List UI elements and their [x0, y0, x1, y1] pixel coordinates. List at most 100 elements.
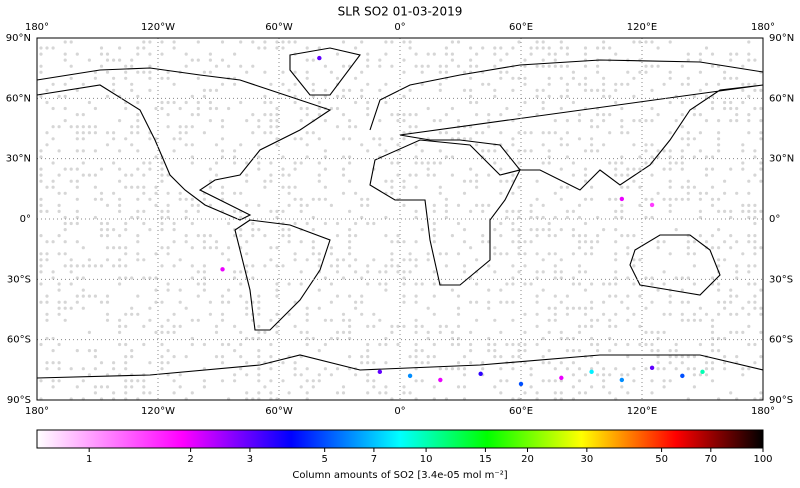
observation-dot	[93, 215, 97, 220]
observation-dot	[583, 234, 588, 238]
observation-dot	[414, 215, 418, 220]
observation-dot	[487, 342, 491, 347]
observation-dot	[366, 64, 370, 68]
observation-dot	[269, 173, 273, 177]
observation-dot	[710, 342, 715, 347]
observation-dot	[438, 88, 442, 92]
observation-dot	[281, 264, 285, 268]
observation-dot	[680, 161, 684, 165]
observation-dot	[590, 197, 594, 201]
observation-dot	[57, 203, 61, 207]
observation-dot	[759, 209, 763, 213]
observation-dot	[293, 373, 297, 377]
observation-dot	[571, 361, 576, 365]
observation-dot	[656, 149, 660, 153]
observation-dot	[178, 373, 182, 377]
observation-dot	[341, 94, 346, 98]
observation-dot	[414, 125, 418, 129]
observation-dot	[396, 324, 400, 328]
observation-dot	[698, 131, 703, 135]
observation-dot	[577, 119, 582, 123]
observation-dot	[620, 131, 624, 135]
observation-dot	[57, 173, 61, 177]
observation-dot	[729, 391, 733, 395]
observation-dot	[668, 131, 672, 135]
observation-dot	[590, 385, 594, 389]
observation-dot	[462, 270, 467, 274]
observation-dot	[475, 113, 479, 117]
observation-dot	[39, 64, 43, 68]
observation-dot	[293, 70, 297, 74]
observation-dot	[565, 46, 570, 50]
observation-dot	[75, 221, 79, 226]
observation-dot	[275, 294, 279, 298]
observation-dot	[717, 82, 721, 86]
lon-label: 180°	[25, 22, 49, 33]
observation-dot	[208, 70, 212, 74]
observation-dot	[571, 100, 576, 105]
observation-dot	[190, 58, 194, 62]
observation-dot	[105, 203, 110, 207]
observation-dot	[650, 155, 654, 159]
observation-dot	[118, 258, 122, 262]
observation-dot	[590, 342, 594, 347]
observation-dot	[208, 203, 212, 207]
observation-dot	[608, 161, 612, 165]
observation-dot	[366, 355, 370, 359]
observation-dot	[202, 342, 206, 347]
observation-dot	[493, 46, 497, 50]
observation-dot	[547, 361, 551, 365]
observation-dot	[348, 179, 352, 183]
observation-dot	[136, 209, 140, 213]
observation-dot	[263, 385, 267, 389]
observation-dot	[160, 228, 164, 232]
observation-dot	[620, 119, 624, 123]
observation-dot	[511, 221, 515, 226]
observation-dot	[614, 100, 618, 105]
observation-dot	[505, 70, 509, 74]
colorbar-tick-label: 2	[187, 454, 193, 465]
lat-label: 30°S	[7, 274, 31, 285]
observation-dot	[747, 240, 751, 244]
observation-dot	[105, 70, 110, 74]
observation-dot	[81, 367, 85, 371]
observation-dot	[432, 221, 436, 226]
observation-dot	[160, 100, 164, 105]
observation-dot	[390, 113, 394, 117]
observation-dot	[583, 88, 588, 92]
observation-dot	[317, 106, 321, 111]
observation-dot	[735, 76, 739, 80]
observation-dot	[154, 252, 158, 256]
observation-dot	[63, 306, 67, 310]
observation-dot	[81, 246, 85, 250]
observation-dot	[51, 82, 55, 86]
observation-dot	[753, 106, 757, 111]
observation-dot	[583, 173, 588, 177]
observation-dot	[541, 215, 545, 220]
observation-dot	[311, 58, 315, 62]
observation-dot	[148, 276, 152, 280]
observation-dot	[39, 52, 43, 56]
observation-dot	[674, 349, 678, 353]
observation-dot	[475, 52, 479, 56]
observation-dot	[402, 137, 406, 141]
observation-dot	[650, 391, 654, 395]
observation-dot	[444, 197, 448, 201]
observation-dot	[481, 82, 485, 86]
observation-dot	[686, 300, 690, 304]
observation-dot	[341, 173, 346, 177]
observation-dot	[402, 391, 406, 395]
observation-dot	[257, 324, 261, 328]
observation-dot	[39, 300, 43, 304]
observation-dot	[118, 342, 122, 347]
observation-dot	[462, 264, 467, 268]
observation-dot	[565, 306, 570, 310]
so2-point	[700, 369, 705, 375]
observation-dot	[105, 318, 110, 322]
observation-dot	[348, 355, 352, 359]
observation-dot	[172, 379, 176, 383]
observation-dot	[317, 258, 321, 262]
observation-dot	[269, 125, 273, 129]
observation-dot	[644, 149, 648, 153]
so2-point	[680, 373, 685, 379]
